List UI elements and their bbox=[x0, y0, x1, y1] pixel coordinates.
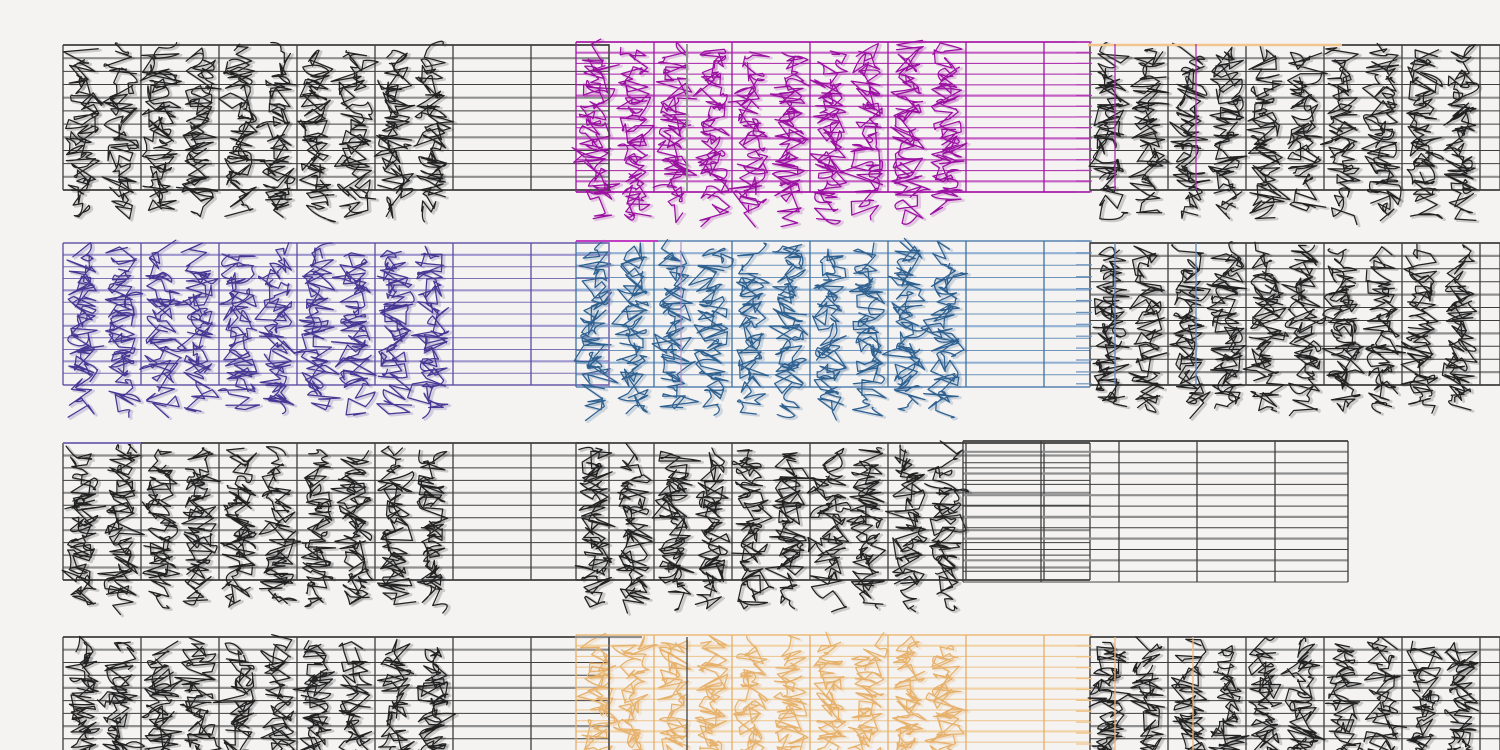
row-4-row4-right-black-table bbox=[1087, 636, 1500, 750]
row-3-row3-right-empty-table bbox=[962, 440, 1349, 583]
row-2-overlap-marks bbox=[576, 240, 1197, 387]
row-1-row1-left-black-table bbox=[62, 40, 610, 225]
row-1-row1-middle-magenta-table bbox=[571, 38, 1091, 230]
row-1-overlap-marks bbox=[608, 41, 1342, 193]
row-4-row4-middle-orange-table bbox=[575, 631, 1091, 750]
row-3-row3-left-black-table bbox=[61, 442, 610, 618]
row-1-row1-right-black-table bbox=[1088, 41, 1500, 228]
row-2-row2-middle-blue-table bbox=[573, 237, 1091, 424]
row-4-overlap-marks bbox=[576, 634, 1194, 750]
row-4-row4-left-black-table bbox=[62, 633, 610, 750]
row-2-row2-left-indigo-table bbox=[62, 239, 610, 421]
row-2-row2-right-black-table bbox=[1089, 241, 1500, 421]
row-3-row3-middle-black-table bbox=[574, 440, 1091, 616]
